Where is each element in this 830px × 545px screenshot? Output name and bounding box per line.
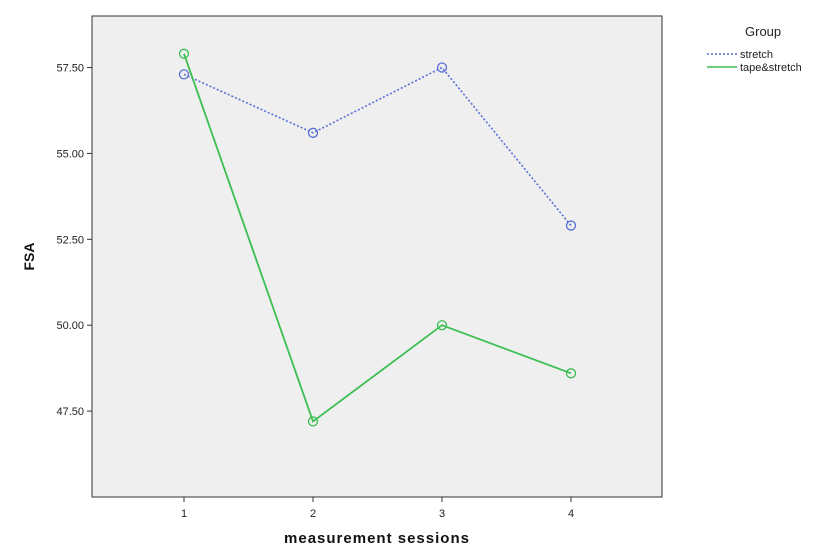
series-layer bbox=[178, 48, 577, 427]
legend-label: stretch bbox=[740, 49, 773, 61]
y-tick-label: 55.00 bbox=[56, 148, 84, 160]
x-axis-title: measurement sessions bbox=[284, 530, 470, 545]
y-tick-label: 57.50 bbox=[56, 63, 84, 75]
data-point bbox=[307, 127, 319, 138]
series-line-1 bbox=[183, 53, 572, 423]
series-line-0 bbox=[183, 66, 572, 227]
data-point bbox=[436, 62, 448, 73]
plot-area bbox=[91, 15, 663, 498]
data-point bbox=[307, 416, 319, 427]
y-tick-label: 52.50 bbox=[56, 234, 84, 246]
x-tick-label: 1 bbox=[181, 508, 187, 520]
data-point bbox=[565, 220, 577, 231]
x-axis: 1 2 3 4 bbox=[181, 497, 574, 520]
y-axis-title: FSA bbox=[21, 243, 37, 271]
legend-title: Group bbox=[745, 24, 781, 39]
data-point bbox=[565, 368, 577, 379]
y-tick-label: 50.00 bbox=[56, 320, 84, 332]
legend-label: tape&stretch bbox=[740, 62, 802, 74]
x-tick-label: 4 bbox=[568, 508, 574, 520]
x-tick-label: 2 bbox=[310, 508, 316, 520]
y-tick-label: 47.50 bbox=[56, 406, 84, 418]
x-tick-label: 3 bbox=[439, 508, 445, 520]
data-point bbox=[178, 48, 190, 59]
data-point bbox=[178, 69, 190, 80]
y-axis: 47.50 50.00 52.50 55.00 57.50 bbox=[56, 63, 92, 418]
data-point bbox=[436, 320, 448, 331]
